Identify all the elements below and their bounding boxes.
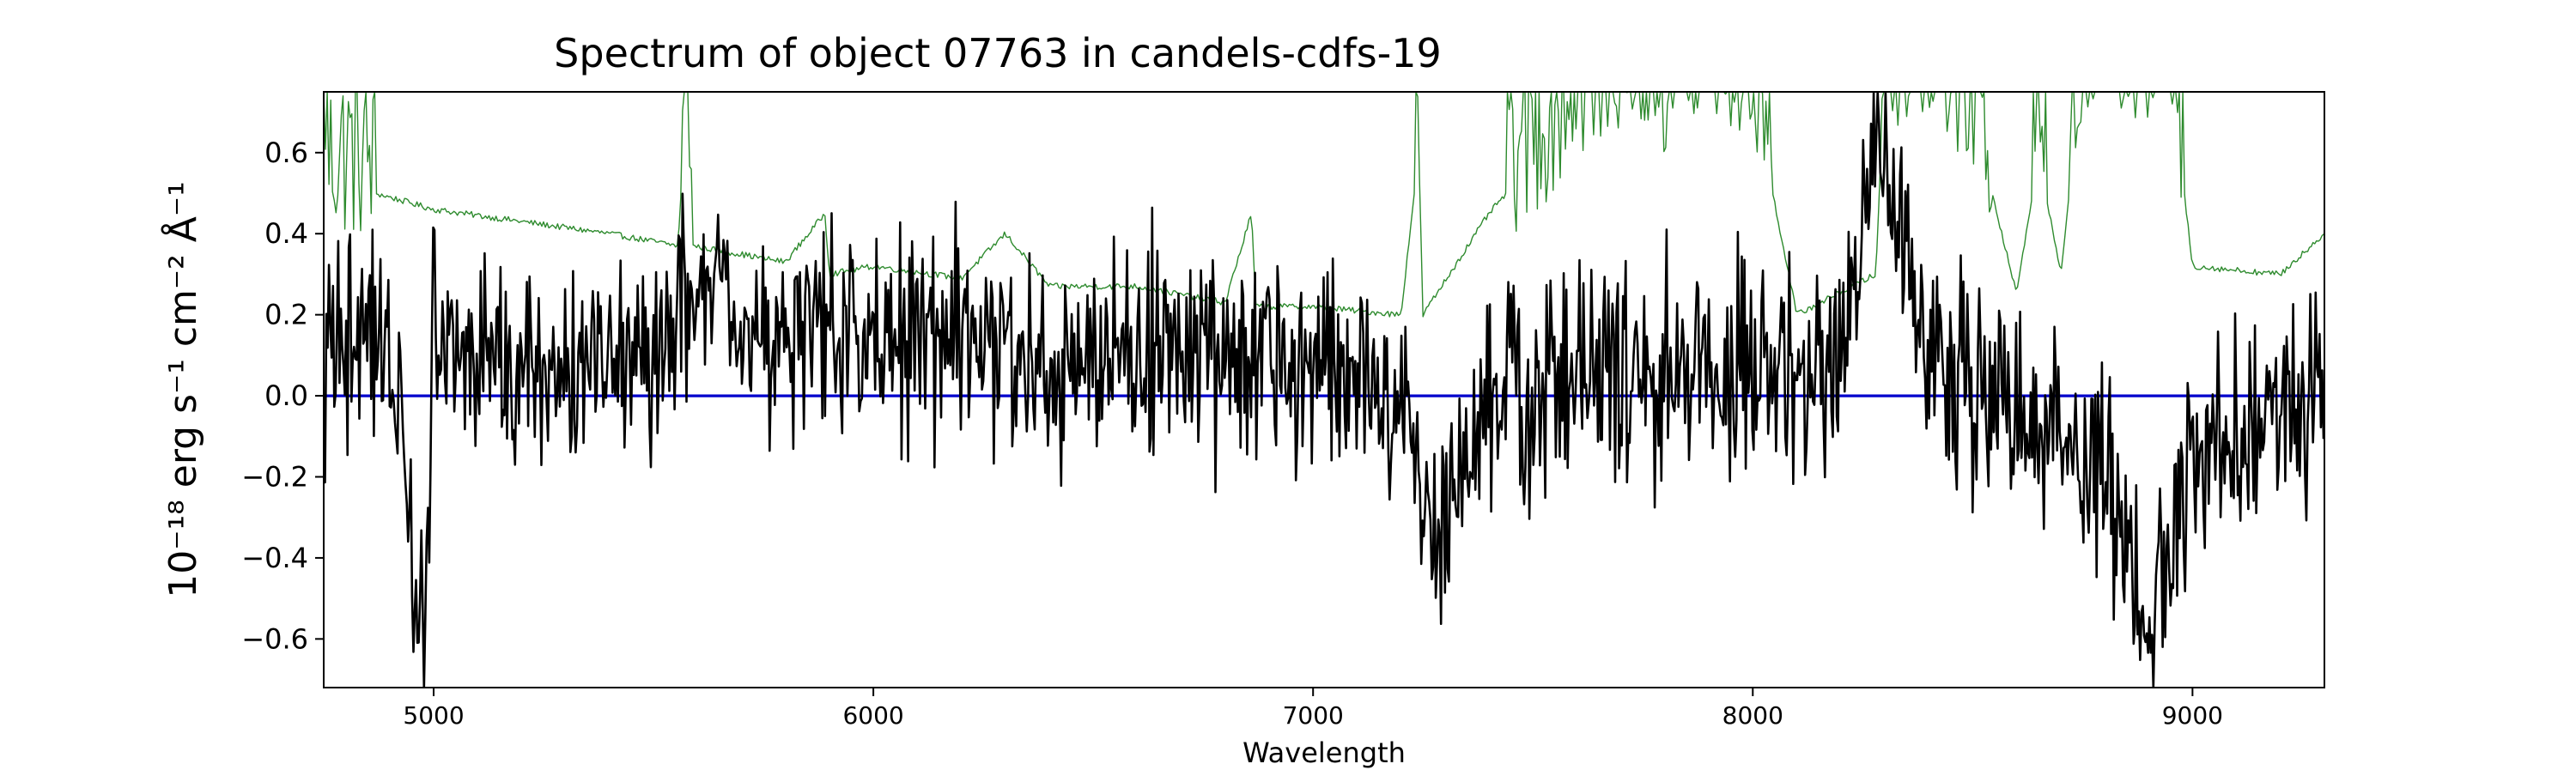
x-tick-label: 9000	[2162, 701, 2223, 730]
x-axis: 5000 6000 7000 8000 9000	[403, 688, 2223, 730]
x-tick-label: 7000	[1283, 701, 1344, 730]
y-tick-label: 0.2	[264, 299, 308, 331]
plot-area	[323, 91, 2325, 688]
x-tick-label: 8000	[1722, 701, 1783, 730]
y-tick-label: −0.4	[241, 542, 308, 574]
x-tick-label: 5000	[403, 701, 464, 730]
plot-frame	[323, 91, 2325, 688]
y-tick-label: −0.2	[241, 461, 308, 494]
x-tick-label: 6000	[842, 701, 903, 730]
series-flux-line	[324, 92, 2324, 688]
x-axis-label: Wavelength	[1242, 737, 1406, 769]
chart-title: Spectrum of object 07763 in candels-cdfs…	[554, 30, 1442, 76]
y-axis: −0.6 −0.4 −0.2 0.0 0.2 0.4 0.6	[241, 136, 324, 655]
series-layer	[324, 92, 2324, 688]
y-tick-label: −0.6	[241, 622, 308, 655]
y-tick-label: 0.6	[264, 136, 308, 169]
y-axis-label: 10⁻¹⁸ erg s⁻¹ cm⁻² Å⁻¹	[160, 181, 205, 597]
y-tick-label: 0.0	[264, 379, 308, 412]
y-tick-label: 0.4	[264, 217, 308, 250]
